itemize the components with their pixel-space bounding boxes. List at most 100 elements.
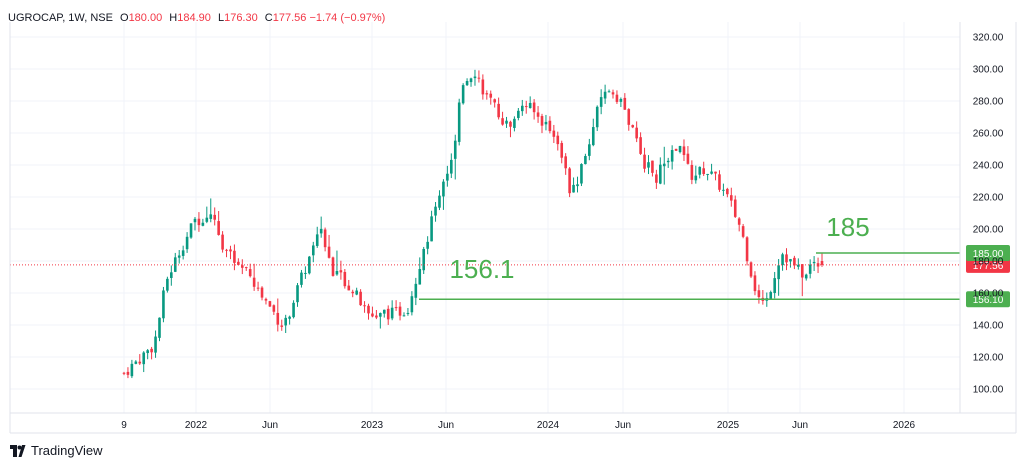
candle-body [800,264,804,278]
candle-body [599,97,603,107]
candle-body [335,271,339,275]
x-axis: 9 2022 Jun 2023 Jun 2024 Jun 2025 Jun 2026 [10,412,1016,434]
candle-body [158,317,161,338]
candle-body [698,166,702,175]
candle-body [737,218,741,225]
candle-body [481,79,485,95]
candle-body [477,77,481,79]
candle-body [233,250,236,263]
candle-body [319,228,323,234]
candles [122,69,824,379]
chart-grid [10,22,960,413]
candle-body [406,312,410,314]
candle-body [209,214,213,219]
y-tick-label: 300.00 [973,65,1004,76]
close-label: C [264,12,273,24]
y-tick-label: 160.00 [973,289,1004,300]
y-axis: 100.00 120.00 140.00 160.00 180.00 200.00 220.… [9,22,1017,433]
y-tick-label: 320.00 [973,33,1004,44]
x-tick-label: 2023 [361,420,384,431]
candle-body [469,78,473,83]
candle-body [150,348,153,353]
candle-body [280,325,284,327]
candle-body [229,249,232,252]
candle-body [785,254,788,263]
candle-body [808,264,812,274]
candle-body [588,144,591,156]
x-tick-label: 2025 [717,420,740,431]
candle-body [694,175,698,181]
candle-body [457,102,461,142]
candle-body [729,195,733,201]
candle-body [682,146,686,156]
candle-body [714,171,717,174]
x-tick-label: Jun [438,420,454,431]
candle-body [647,162,650,168]
candle-body [197,218,201,226]
candle-body [540,116,544,126]
candle-body [536,112,540,117]
candle-body [749,262,753,277]
candle-body [142,352,146,365]
candle-body [769,292,773,300]
candle-body [706,173,709,175]
candle-body [517,110,520,118]
candle-body [276,312,280,325]
candle-body [741,226,745,237]
candle-body [607,91,611,93]
x-tick-label: 2026 [893,420,916,431]
candle-body [422,248,426,271]
candle-body [678,145,682,153]
open-label: O [120,12,129,24]
level-tag [966,245,1010,261]
candle-body [560,143,564,158]
candle-body [745,237,749,262]
candle-body [485,93,489,95]
candle-body [138,361,142,364]
candle-body [753,275,757,292]
candle-body [584,156,587,165]
candle-body [367,305,370,314]
candle-body [812,261,816,264]
tradingview-logo-icon [10,444,26,457]
candle-body [166,278,169,291]
candle-body [154,336,157,353]
candle-body [473,76,477,79]
candle-body [446,173,449,181]
candle-body [241,265,244,268]
candle-body [461,85,465,104]
x-tick-label: 2024 [537,420,560,431]
candle-body [615,94,619,102]
candle-body [237,261,240,265]
candle-body [442,181,445,197]
candle-body [205,217,209,222]
tradingview-brand[interactable]: TradingView [10,443,103,458]
candle-body [611,92,615,95]
candle-body [177,255,181,258]
candle-body [146,350,149,354]
level-label: 185.00 [973,249,1004,260]
candle-body [426,241,429,249]
candle-body [438,195,441,208]
candle-body [351,291,355,294]
candle-body [726,188,729,195]
candle-body [591,127,595,146]
y-tick-label: 100.00 [973,385,1004,396]
candle-body [568,168,571,194]
candle-body [379,313,382,317]
current-price-label: 177.56 [973,261,1004,272]
candle-body [627,109,631,125]
candle-body [619,98,623,102]
x-tick-label: Jun [792,420,808,431]
candle-body [662,163,666,167]
candle-body [548,120,552,132]
y-tick-label: 180.00 [973,257,1004,268]
candle-body [552,130,556,137]
candle-body [816,263,820,267]
candle-body [268,301,272,307]
candle-body [382,309,386,314]
candle-body [493,99,496,103]
candle-body [722,189,725,191]
level-annotation: 185 [826,212,869,242]
